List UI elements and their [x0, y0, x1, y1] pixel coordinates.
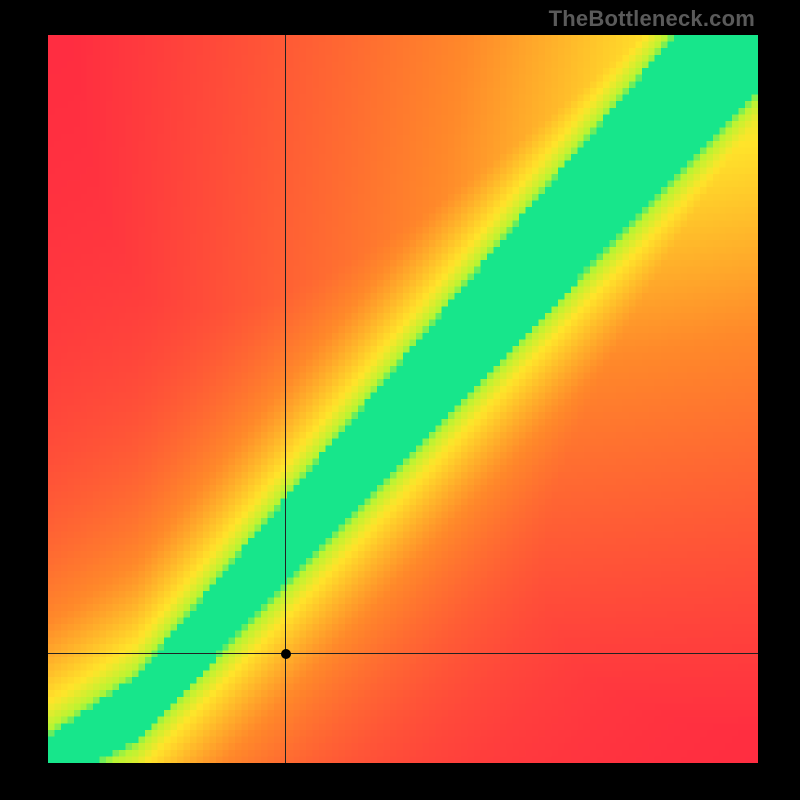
- bottleneck-marker-dot: [281, 649, 291, 659]
- crosshair-horizontal: [48, 653, 758, 654]
- chart-container: { "watermark": { "text": "TheBottleneck.…: [0, 0, 800, 800]
- watermark-text: TheBottleneck.com: [549, 6, 755, 32]
